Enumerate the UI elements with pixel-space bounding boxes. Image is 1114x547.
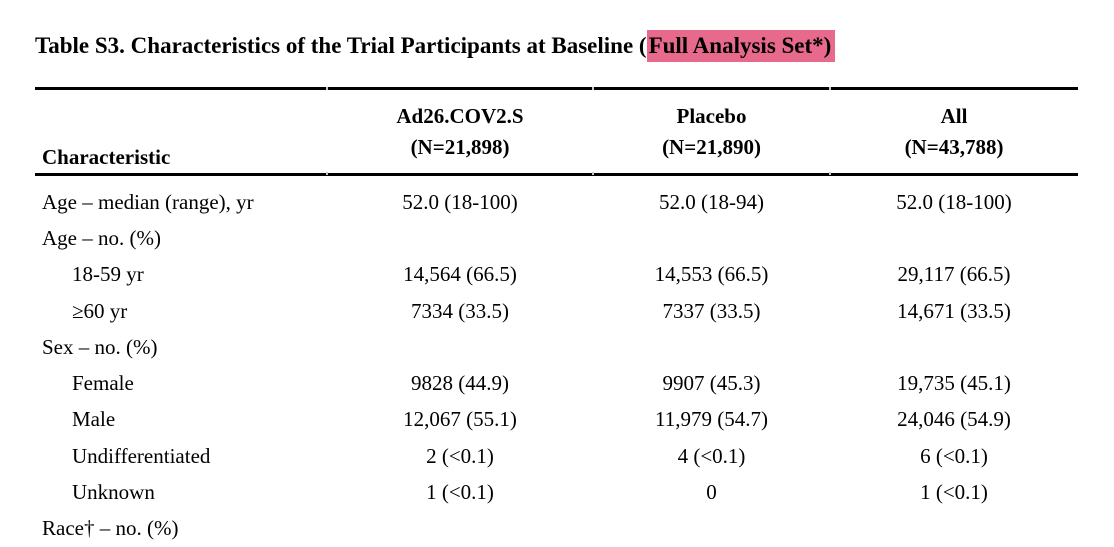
cell-value: 52.0 (18-100) bbox=[402, 189, 518, 214]
column-header-name: Placebo bbox=[676, 103, 747, 128]
baseline-characteristics-table: Characteristic Ad26.COV2.S (N=21,898) Pl… bbox=[35, 87, 1078, 547]
column-header-n: (N=43,788) bbox=[904, 134, 1004, 159]
header-row: Characteristic Ad26.COV2.S (N=21,898) Pl… bbox=[35, 87, 1078, 176]
cell-value bbox=[593, 329, 830, 365]
rule-tick bbox=[829, 87, 831, 90]
rule-tick bbox=[326, 172, 328, 175]
table-row: Male 12,067 (55.1) 11,979 (54.7) 24,046 … bbox=[35, 402, 1078, 438]
column-header-ad26cov2s: Ad26.COV2.S (N=21,898) bbox=[327, 87, 593, 176]
cell-value: 12,067 (55.1) bbox=[403, 407, 517, 432]
cell-value: 11,979 (54.7) bbox=[655, 407, 768, 432]
cell-value: 29,117 (66.5) bbox=[897, 262, 1011, 287]
cell-value bbox=[830, 511, 1078, 547]
rule-tick bbox=[592, 87, 594, 90]
cell-value: 14,671 (33.5) bbox=[897, 298, 1011, 323]
table-row: 18-59 yr 14,564 (66.5) 14,553 (66.5) 29,… bbox=[35, 257, 1078, 293]
table-row: Sex – no. (%) bbox=[35, 329, 1078, 365]
column-header-n: (N=21,890) bbox=[662, 134, 761, 159]
column-header-name: All bbox=[940, 103, 968, 128]
table-row: Unknown 1 (<0.1) 0 1 (<0.1) bbox=[35, 474, 1078, 510]
table-row: Age – no. (%) bbox=[35, 220, 1078, 256]
table-row: Female 9828 (44.9) 9907 (45.3) 19,735 (4… bbox=[35, 365, 1078, 401]
cell-value: 1 (<0.1) bbox=[426, 480, 494, 505]
cell-value: 14,553 (66.5) bbox=[654, 262, 769, 287]
cell-value bbox=[327, 220, 593, 256]
cell-value: 52.0 (18-100) bbox=[896, 189, 1012, 214]
cell-value: 19,735 (45.1) bbox=[897, 371, 1011, 396]
cell-value: 24,046 (54.9) bbox=[897, 407, 1011, 432]
row-label: Age – no. (%) bbox=[42, 225, 161, 250]
rule-tick bbox=[326, 87, 328, 90]
row-label: Female bbox=[72, 371, 134, 396]
row-label: 18-59 yr bbox=[72, 262, 144, 287]
cell-value: 7334 (33.5) bbox=[411, 298, 509, 323]
table-row: Age – median (range), yr 52.0 (18-100) 5… bbox=[35, 175, 1078, 221]
cell-value bbox=[830, 329, 1078, 365]
column-header-characteristic: Characteristic bbox=[35, 87, 327, 176]
cell-value bbox=[593, 220, 830, 256]
row-label: Sex – no. (%) bbox=[42, 334, 158, 359]
cell-value: 6 (<0.1) bbox=[920, 443, 988, 468]
row-label: Male bbox=[72, 407, 116, 432]
row-label: Undifferentiated bbox=[72, 443, 211, 468]
table-row: Race† – no. (%) bbox=[35, 511, 1078, 547]
column-header-name: Ad26.COV2.S bbox=[396, 103, 524, 128]
column-header-placebo: Placebo (N=21,890) bbox=[593, 87, 830, 176]
cell-value: 1 (<0.1) bbox=[920, 480, 988, 505]
column-header-all: All (N=43,788) bbox=[830, 87, 1078, 176]
rule-tick bbox=[829, 172, 831, 175]
cell-value bbox=[830, 220, 1078, 256]
cell-value: 7337 (33.5) bbox=[662, 298, 761, 323]
cell-value: 14,564 (66.5) bbox=[403, 262, 517, 287]
cell-value: 9907 (45.3) bbox=[662, 371, 761, 396]
cell-value: 52.0 (18-94) bbox=[659, 189, 764, 214]
table-row: Undifferentiated 2 (<0.1) 4 (<0.1) 6 (<0… bbox=[35, 438, 1078, 474]
column-header-n: (N=21,898) bbox=[410, 134, 510, 159]
cell-value bbox=[327, 329, 593, 365]
cell-value: 0 bbox=[706, 480, 717, 505]
row-label: Race† – no. (%) bbox=[42, 516, 179, 541]
row-label: Unknown bbox=[72, 480, 155, 505]
cell-value: 2 (<0.1) bbox=[426, 443, 494, 468]
cell-value: 9828 (44.9) bbox=[411, 371, 509, 396]
title-prefix: Table S3. Characteristics of the Trial P… bbox=[35, 33, 647, 58]
cell-value bbox=[327, 511, 593, 547]
rule-tick bbox=[592, 172, 594, 175]
row-label: ≥60 yr bbox=[72, 298, 128, 323]
row-label: Age – median (range), yr bbox=[42, 189, 254, 214]
page-title: Table S3. Characteristics of the Trial P… bbox=[35, 30, 836, 62]
title-highlight: Full Analysis Set*) bbox=[646, 30, 836, 62]
cell-value: 4 (<0.1) bbox=[677, 443, 746, 468]
cell-value bbox=[593, 511, 830, 547]
table-row: ≥60 yr 7334 (33.5) 7337 (33.5) 14,671 (3… bbox=[35, 293, 1078, 329]
